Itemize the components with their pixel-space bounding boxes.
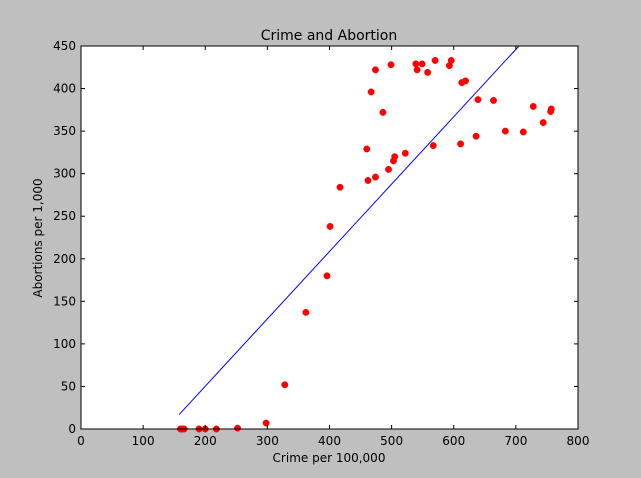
data-point bbox=[447, 57, 455, 64]
data-point bbox=[429, 142, 437, 150]
data-point bbox=[424, 68, 432, 76]
chart-title: Crime and Abortion bbox=[261, 28, 398, 44]
data-point bbox=[387, 61, 395, 69]
x-tick-label: 100 bbox=[132, 434, 155, 448]
data-point bbox=[462, 77, 470, 85]
data-point bbox=[529, 102, 537, 110]
data-point bbox=[474, 96, 482, 104]
data-point bbox=[457, 140, 465, 148]
y-axis-label: Abortions per 1,000 bbox=[31, 178, 45, 297]
data-point bbox=[336, 183, 344, 191]
data-point bbox=[501, 127, 509, 135]
data-point bbox=[281, 381, 289, 389]
y-tick-label: 400 bbox=[53, 82, 76, 96]
y-tick-label: 300 bbox=[53, 167, 76, 181]
x-tick-label: 600 bbox=[442, 434, 465, 448]
data-point bbox=[412, 60, 420, 68]
plot-frame bbox=[80, 45, 579, 430]
plot-area bbox=[81, 46, 578, 429]
data-point bbox=[431, 57, 439, 64]
data-point bbox=[391, 153, 399, 161]
data-point bbox=[539, 119, 547, 127]
data-point bbox=[401, 149, 409, 157]
y-tick-label: 100 bbox=[53, 337, 76, 351]
data-point bbox=[367, 88, 375, 96]
data-point bbox=[326, 222, 334, 230]
data-point bbox=[364, 177, 372, 184]
x-tick-label: 0 bbox=[77, 434, 85, 448]
y-tick-label: 200 bbox=[53, 252, 76, 266]
x-tick-label: 300 bbox=[256, 434, 279, 448]
data-point bbox=[372, 173, 379, 181]
data-point bbox=[472, 132, 480, 140]
y-tick-label: 0 bbox=[68, 422, 76, 436]
data-point bbox=[323, 272, 331, 280]
data-point bbox=[547, 105, 555, 113]
data-point bbox=[302, 308, 310, 316]
trend-line bbox=[178, 45, 520, 415]
x-tick-label: 400 bbox=[318, 434, 341, 448]
y-tick-label: 350 bbox=[53, 124, 76, 138]
x-tick-label: 200 bbox=[194, 434, 217, 448]
y-tick-label: 450 bbox=[53, 39, 76, 53]
data-point bbox=[262, 419, 270, 427]
data-point bbox=[385, 165, 392, 173]
y-tick-label: 50 bbox=[61, 379, 76, 393]
data-point bbox=[379, 108, 387, 116]
x-axis-label: Crime per 100,000 bbox=[273, 451, 386, 465]
x-tick-label: 800 bbox=[567, 434, 590, 448]
plot-layer: 0 100 200 300 400 500 600 700 800 0 50 100 150 200 250… bbox=[53, 39, 589, 448]
data-point bbox=[372, 66, 379, 74]
data-point bbox=[418, 60, 426, 68]
data-point bbox=[519, 128, 527, 136]
x-tick-label: 500 bbox=[380, 434, 403, 448]
data-point bbox=[363, 145, 371, 153]
data-point bbox=[413, 66, 421, 74]
y-tick-label: 150 bbox=[53, 294, 76, 308]
y-tick-label: 250 bbox=[53, 209, 76, 223]
data-point bbox=[490, 97, 497, 104]
x-tick-label: 700 bbox=[504, 434, 527, 448]
data-point bbox=[234, 424, 242, 432]
